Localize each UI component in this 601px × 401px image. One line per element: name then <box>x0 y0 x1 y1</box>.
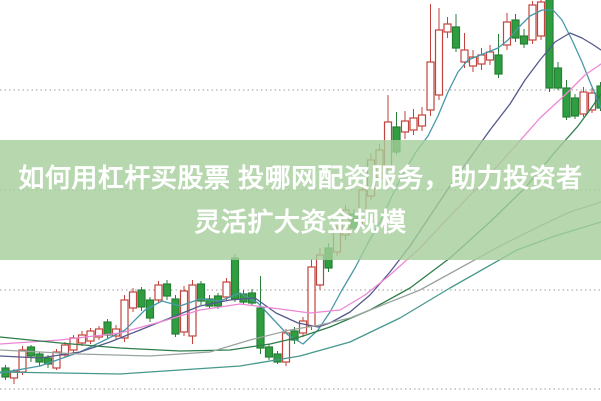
candle-up <box>426 61 435 111</box>
candle-up <box>60 344 70 356</box>
candle-down <box>290 330 299 341</box>
ma-mid-magenta <box>0 63 601 345</box>
candle-up <box>154 284 163 301</box>
candle-up <box>417 114 427 127</box>
candle-up <box>485 51 495 61</box>
candle-down <box>570 97 580 117</box>
headline-line-1: 如何用杠杆买股票 投哪网配资服务，助力投资者 <box>18 163 583 193</box>
candle-down <box>137 289 146 308</box>
candle-down <box>451 26 461 49</box>
candle-down <box>162 283 172 297</box>
candle-down <box>273 353 282 363</box>
candle-up <box>502 21 512 46</box>
candle-down <box>256 307 265 349</box>
candle-up <box>579 91 588 115</box>
candle-up <box>468 56 478 67</box>
candle-up <box>222 281 231 298</box>
candle-up <box>128 291 138 309</box>
candle-down <box>553 67 563 89</box>
candle-down <box>545 0 554 89</box>
candle-down <box>264 346 274 358</box>
headline-banner: 如何用杠杆买股票 投哪网配资服务，助力投资者 灵活扩大资金规模 <box>0 140 601 260</box>
candle-up <box>477 54 486 65</box>
candle-down <box>196 283 206 302</box>
candle-up <box>460 49 469 63</box>
candle-up <box>434 29 444 96</box>
candle-down <box>519 35 529 45</box>
candle-down <box>43 357 53 365</box>
candle-down <box>230 257 240 300</box>
candle-down <box>511 19 520 39</box>
candle-up <box>536 1 546 37</box>
candle-up <box>400 120 410 133</box>
candle-down <box>562 87 571 118</box>
candle-down <box>103 321 112 336</box>
candle-down <box>494 54 503 75</box>
candle-up <box>307 266 316 327</box>
headline-line-2: 灵活扩大资金规模 <box>194 207 407 237</box>
candle-up <box>443 23 452 33</box>
candle-up <box>120 299 129 339</box>
candle-up <box>528 4 537 41</box>
candle-up <box>77 334 87 344</box>
candle-up <box>94 328 104 338</box>
candle-down <box>205 298 214 307</box>
candle-up <box>409 117 418 131</box>
